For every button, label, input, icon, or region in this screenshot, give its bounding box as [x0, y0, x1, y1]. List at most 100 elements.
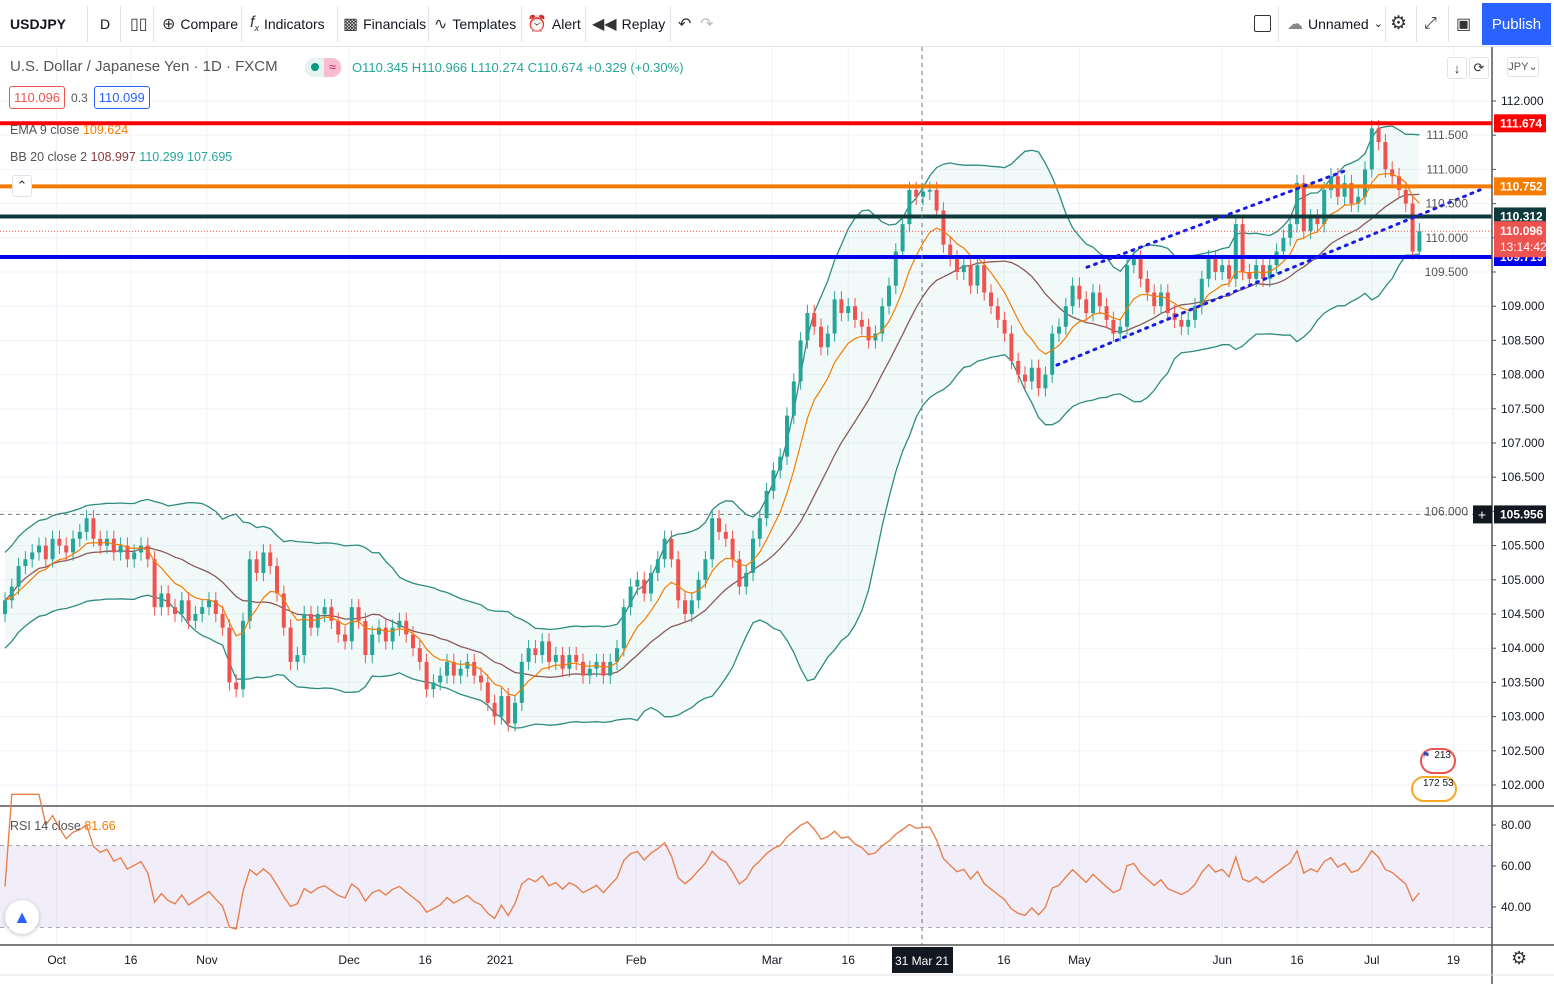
candle	[383, 619, 388, 650]
candle	[91, 510, 96, 547]
candle	[553, 646, 558, 671]
economic-event-badge[interactable]: ⚑ 213	[1420, 748, 1456, 774]
candle-body	[1281, 237, 1286, 252]
candle	[506, 687, 511, 732]
price-tick-label: 107.000	[1501, 436, 1545, 450]
compare-button[interactable]: ⊕ Compare	[162, 0, 238, 47]
price-tick-label: 102.000	[1501, 778, 1545, 792]
scroll-to-latest-button[interactable]: ↓	[1447, 57, 1467, 79]
templates-button[interactable]: ∿ Templates	[434, 0, 516, 47]
candle	[1410, 195, 1415, 260]
candle	[227, 619, 232, 691]
top-toolbar: USDJPY D ▯▯ ⊕ Compare fx Indicators ▩ Finan…	[0, 0, 1554, 47]
layout-name-dropdown[interactable]: ☁ Unnamed ⌄	[1287, 0, 1383, 47]
candle-body	[1376, 128, 1381, 143]
indicators-button[interactable]: fx Indicators	[250, 0, 325, 47]
candle-body	[887, 285, 891, 307]
candle	[84, 510, 89, 541]
candle-body	[213, 600, 218, 614]
candle-body	[798, 340, 803, 382]
arrow-down-icon: ↓	[1453, 60, 1461, 76]
alert-button[interactable]: ⏰ Alert	[527, 0, 581, 47]
snapshot-button[interactable]: ▣	[1456, 0, 1471, 47]
candle-body	[1363, 169, 1367, 197]
line-price-label: 111.674	[1500, 116, 1542, 130]
candle	[1063, 297, 1068, 335]
tradingview-logo-icon[interactable]: ▲	[5, 900, 39, 934]
candle-body	[261, 552, 266, 573]
redo-button[interactable]: ↷	[700, 0, 713, 47]
candle	[179, 592, 184, 623]
rewind-icon: ◀◀	[592, 15, 617, 33]
candle-body	[921, 191, 925, 197]
candle	[166, 585, 171, 616]
rsi-legend[interactable]: RSI 14 close 81.66	[10, 819, 116, 833]
reset-scale-button[interactable]: ⟳	[1469, 57, 1489, 79]
camera-icon: ▣	[1456, 15, 1472, 33]
buy-price-button[interactable]: 110.099	[93, 86, 150, 109]
last-price-label: 110.096	[1500, 224, 1543, 238]
select-layout-button[interactable]	[1254, 0, 1271, 47]
candle	[1240, 215, 1245, 281]
candle	[778, 448, 783, 479]
candle	[1016, 352, 1021, 383]
candle-body	[390, 627, 395, 642]
bb-legend[interactable]: BB 20 close 2 108.997 110.299 107.695	[10, 150, 232, 164]
candle	[846, 297, 851, 322]
price-tick-label: 108.500	[1501, 333, 1545, 347]
candle-body	[812, 313, 817, 327]
candle-body	[853, 306, 857, 320]
reset-icon: ⟳	[1473, 60, 1485, 75]
candle	[710, 510, 715, 568]
candle	[193, 605, 198, 630]
candle	[1125, 256, 1129, 335]
candle-body	[1322, 189, 1327, 225]
candle-body	[302, 614, 307, 656]
fullscreen-button[interactable]: ⤢	[1424, 0, 1437, 47]
candle-body	[268, 552, 273, 567]
undo-button[interactable]: ↶	[678, 0, 691, 47]
candle-body	[1383, 142, 1388, 170]
sell-price-button[interactable]: 110.096	[9, 86, 66, 109]
candle-body	[601, 661, 606, 676]
candle-body	[805, 313, 810, 341]
templates-icon: ∿	[434, 15, 448, 33]
candle-body	[982, 265, 987, 293]
candle-body	[1342, 183, 1347, 197]
candle-body	[955, 258, 959, 272]
ema-legend[interactable]: EMA 9 close 109.624	[10, 123, 128, 137]
candle-body	[676, 559, 681, 601]
time-tick-label: 16	[1290, 953, 1304, 967]
economic-event-badge[interactable]: 172 53	[1411, 776, 1457, 802]
candle-body	[1247, 272, 1252, 279]
axis-settings-button[interactable]: ⚙	[1511, 948, 1527, 969]
candle-body	[84, 518, 89, 532]
candle	[941, 202, 946, 253]
settings-button[interactable]: ⚙	[1390, 0, 1407, 47]
replay-button[interactable]: ◀◀ Replay	[592, 0, 665, 47]
price-tick-label: 107.500	[1501, 402, 1545, 416]
financials-button[interactable]: ▩ Financials	[343, 0, 426, 47]
add-alert-button-box	[1473, 505, 1492, 524]
chart-type-button[interactable]: ▯▯	[130, 0, 148, 47]
candle-body	[404, 620, 409, 635]
candle-body	[1227, 265, 1231, 279]
currency-dropdown[interactable]: JPY⌄	[1507, 57, 1539, 77]
candle	[1165, 284, 1170, 322]
price-tick-label: 108.000	[1501, 368, 1545, 382]
interval-button[interactable]: D	[100, 0, 110, 47]
publish-button[interactable]: Publish	[1482, 3, 1551, 45]
market-status-pill[interactable]: ≈	[305, 58, 341, 77]
candle-body	[703, 559, 708, 580]
collapse-legend-button[interactable]: ⌃	[12, 175, 32, 197]
candle-body	[50, 538, 55, 560]
bb-basis-value: 108.997	[90, 150, 136, 164]
ema-label: EMA 9 close	[10, 123, 80, 137]
symbol-search-button[interactable]: USDJPY	[10, 0, 66, 47]
interval-label: D	[100, 15, 111, 32]
candle	[1417, 223, 1422, 260]
candle-body	[336, 620, 341, 635]
candle-body	[506, 696, 511, 724]
candle-body	[329, 607, 334, 621]
